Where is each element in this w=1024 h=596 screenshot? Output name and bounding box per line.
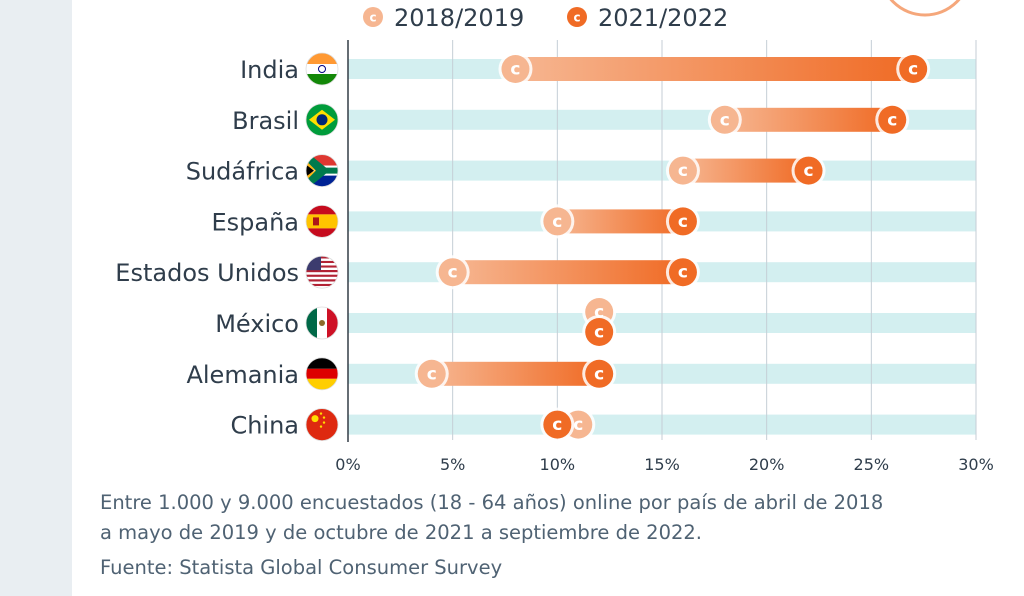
range-bar-1 — [724, 107, 893, 132]
flag-usa-icon — [305, 255, 339, 289]
range-bar-4 — [452, 260, 683, 285]
marker-2021-6: c — [582, 356, 617, 391]
marker-2021-5: c — [582, 315, 617, 349]
source-note: Fuente: Statista Global Consumer Survey — [100, 556, 503, 579]
legend-label-0: 2018/2019 — [394, 4, 524, 32]
marker-2018-4: c — [435, 255, 470, 290]
svg-text:c: c — [448, 263, 458, 283]
category-label-3: España — [211, 208, 299, 236]
legend-item-0: c 2018/2019 — [363, 4, 524, 32]
svg-text:c: c — [594, 323, 604, 343]
category-label-7: China — [230, 412, 299, 440]
flag-mexico-icon — [305, 306, 339, 340]
marker-2021-4: c — [665, 255, 700, 290]
flag-germany-icon — [305, 357, 339, 391]
footnote-line-1: Entre 1.000 y 9.000 encuestados (18 - 64… — [100, 491, 884, 514]
svg-text:c: c — [427, 364, 437, 384]
legend-label-1: 2021/2022 — [598, 4, 728, 32]
x-tick-label-15: 15% — [644, 455, 680, 474]
svg-text:c: c — [552, 212, 562, 232]
svg-text:c: c — [510, 60, 520, 80]
svg-text:c: c — [887, 110, 897, 130]
svg-text:c: c — [678, 161, 688, 181]
marker-2018-2: c — [665, 153, 700, 188]
logo-fragment — [889, 0, 961, 17]
x-tick-label-0: 0% — [335, 455, 360, 474]
flag-south-africa-icon — [305, 154, 339, 188]
category-label-2: Sudáfrica — [186, 158, 299, 186]
svg-text:c: c — [720, 110, 730, 130]
chart-card — [72, 0, 1024, 596]
category-label-1: Brasil — [232, 107, 299, 135]
flag-spain-icon — [305, 204, 339, 238]
category-label-5: México — [215, 310, 299, 338]
svg-text:c: c — [594, 303, 604, 323]
footnote-line-2: a mayo de 2019 y de octubre de 2021 a se… — [100, 521, 702, 544]
x-tick-label-5: 5% — [440, 455, 465, 474]
category-label-0: India — [240, 56, 299, 84]
marker-2021-1: c — [875, 102, 910, 137]
svg-text:c: c — [678, 263, 688, 283]
marker-2021-2: c — [791, 153, 826, 188]
svg-text:c: c — [803, 161, 813, 181]
x-tick-label-20: 20% — [749, 455, 785, 474]
marker-2021-3: c — [665, 204, 700, 239]
svg-text:c: c — [369, 11, 376, 25]
legend-item-1: c 2021/2022 — [567, 4, 728, 32]
svg-text:c: c — [908, 60, 918, 80]
x-tick-label-30: 30% — [958, 455, 994, 474]
range-bar-3 — [557, 209, 683, 234]
range-bar-0 — [515, 57, 914, 81]
range-bar-2 — [682, 158, 809, 183]
flag-brazil-icon — [305, 103, 339, 137]
x-tick-label-10: 10% — [540, 455, 576, 474]
flag-india-icon — [305, 52, 339, 86]
svg-text:c: c — [552, 415, 562, 435]
svg-text:c: c — [678, 212, 688, 232]
marker-2018-1: c — [707, 102, 742, 137]
x-tick-label-25: 25% — [854, 455, 890, 474]
marker-2021-7: c — [540, 407, 575, 442]
svg-text:c: c — [573, 415, 583, 435]
svg-text:c: c — [573, 11, 580, 25]
marker-2018-6: c — [414, 356, 449, 391]
marker-2018-0: c — [498, 52, 533, 86]
range-bar-6 — [431, 361, 600, 386]
flag-china-icon — [305, 408, 339, 442]
category-label-6: Alemania — [186, 361, 299, 389]
category-label-4: Estados Unidos — [115, 259, 299, 287]
marker-2018-3: c — [540, 204, 575, 239]
svg-text:c: c — [594, 364, 604, 384]
marker-2021-0: c — [896, 52, 931, 86]
